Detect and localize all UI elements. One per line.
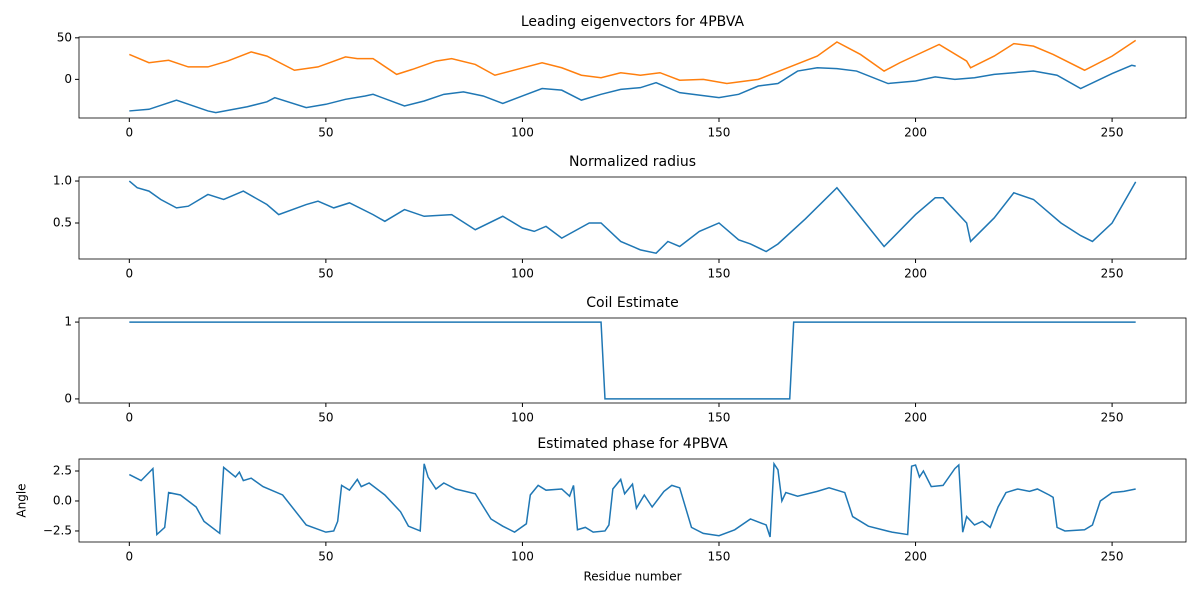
x-tick-label: 100 — [511, 126, 534, 140]
x-tick-label: 200 — [904, 411, 927, 425]
y-tick-label: 0.0 — [53, 493, 72, 507]
x-tick-label: 50 — [318, 267, 333, 281]
series-line — [129, 64, 1136, 114]
series-line — [129, 321, 1136, 400]
x-tick-label: 0 — [125, 267, 133, 281]
x-tick-label: 250 — [1101, 411, 1124, 425]
y-tick-label: 1.0 — [53, 174, 72, 188]
axes-frame — [78, 458, 1187, 543]
x-tick-label: 50 — [318, 411, 333, 425]
x-tick-label: 200 — [904, 550, 927, 564]
y-tick-label: 1 — [64, 315, 72, 329]
axes-frame — [78, 317, 1187, 404]
x-tick-label: 0 — [125, 126, 133, 140]
y-tick-label: 0 — [64, 72, 72, 86]
y-tick-label: 0.5 — [53, 215, 72, 229]
x-tick-label: 0 — [125, 411, 133, 425]
series-line — [128, 180, 1137, 255]
x-tick-label: 200 — [904, 126, 927, 140]
axes-frame — [78, 176, 1187, 260]
x-tick-label: 100 — [511, 550, 534, 564]
x-tick-label: 250 — [1101, 126, 1124, 140]
y-axis-label: Angle — [15, 483, 29, 517]
x-tick-label: 200 — [904, 267, 927, 281]
chart-title: Normalized radius — [569, 154, 696, 170]
series-line — [128, 461, 1136, 538]
series-line — [129, 39, 1137, 85]
x-tick-label: 50 — [318, 550, 333, 564]
chart-title: Leading eigenvectors for 4PBVA — [521, 14, 745, 30]
y-tick-label: 0 — [64, 391, 72, 405]
x-tick-label: 0 — [125, 550, 133, 564]
x-tick-label: 100 — [511, 411, 534, 425]
chart-title: Estimated phase for 4PBVA — [537, 436, 728, 452]
x-tick-label: 150 — [708, 411, 731, 425]
x-tick-label: 50 — [318, 126, 333, 140]
x-tick-label: 150 — [708, 126, 731, 140]
x-tick-label: 250 — [1101, 550, 1124, 564]
y-tick-label: 50 — [57, 30, 72, 44]
x-tick-label: 250 — [1101, 267, 1124, 281]
x-axis-label: Residue number — [583, 570, 681, 584]
chart-title: Coil Estimate — [586, 295, 678, 311]
y-tick-label: −2.5 — [43, 523, 72, 537]
x-tick-label: 150 — [708, 550, 731, 564]
x-tick-label: 100 — [511, 267, 534, 281]
y-tick-label: 2.5 — [53, 463, 72, 477]
axes-frame — [78, 36, 1187, 119]
x-tick-label: 150 — [708, 267, 731, 281]
